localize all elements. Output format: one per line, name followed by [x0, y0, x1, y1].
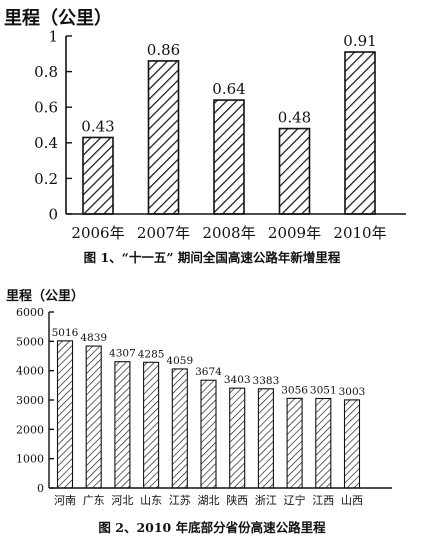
chart2-x-tick-label: 浙江: [255, 494, 277, 507]
chart2-x-tick-label: 湖北: [198, 494, 220, 507]
chart2-value-label: 4307: [109, 348, 136, 360]
chart1-y-tick-label: 1: [48, 27, 58, 45]
chart1-x-tick-label: 2006年: [71, 224, 124, 242]
chart2-bar: [200, 379, 217, 489]
chart2-y-tick-label: 0: [37, 482, 44, 495]
chart2-value-label: 3403: [224, 374, 251, 386]
chart2-y-tick-label: 2000: [16, 423, 44, 436]
chart2-y-tick-label: 1000: [16, 453, 44, 466]
chart2-x-tick-label: 陕西: [226, 493, 248, 507]
chart1-y-axis-label: 里程（公里）: [4, 8, 112, 29]
chart1-bar: [213, 99, 245, 215]
chart2-value-label: 4285: [138, 348, 165, 360]
chart1-x-tick-label: 2010年: [333, 224, 386, 242]
chart2-y-tick-label: 6000: [16, 306, 44, 319]
chart2-y-axis-label: 里程（公里）: [6, 288, 84, 304]
chart2-caption: 图 2、2010 年底部分省份高速公路里程: [98, 520, 326, 535]
chart2-bar: [286, 397, 303, 489]
chart2-value-label: 4839: [80, 332, 107, 344]
chart1-x-tick-label: 2007年: [137, 224, 190, 242]
chart2-y-tick-label: 3000: [16, 394, 44, 407]
chart2-y-tick-label: 4000: [16, 365, 44, 378]
chart-annual-new-mileage: 里程（公里） 00.20.40.60.81 0.430.860.640.480.…: [4, 8, 406, 265]
chart2-bar: [343, 399, 361, 489]
chart2-bar: [171, 368, 188, 489]
chart1-bars: [82, 51, 376, 215]
chart2-x-tick-label: 山东: [140, 494, 162, 507]
chart1-bar: [344, 51, 376, 215]
chart2-bar: [114, 361, 131, 489]
chart2-bars: [56, 340, 361, 489]
chart2-value-label: 3051: [310, 385, 337, 397]
chart2-x-tick-label: 江苏: [169, 494, 191, 507]
chart2-value-label: 3674: [195, 366, 222, 378]
chart1-value-label: 0.91: [343, 32, 376, 50]
chart2-bar: [85, 345, 102, 489]
chart2-bar: [143, 361, 160, 489]
chart2-x-tick-label: 山西: [341, 494, 363, 507]
chart2-value-label: 3056: [281, 384, 308, 396]
chart1-caption: 图 1、“十一五” 期间全国高速公路年新增里程: [84, 250, 341, 265]
chart1-value-label: 0.48: [278, 109, 311, 127]
chart2-bar: [315, 397, 332, 489]
chart1-value-labels: 0.43 0.86 0.64 0.48 0.91: [81, 32, 376, 135]
chart1-y-tick-label: 0: [48, 205, 58, 223]
chart2-value-label: 3003: [339, 386, 366, 398]
chart1-y-tick-label: 0.8: [34, 63, 58, 81]
chart-province-mileage-2010: 里程（公里） 0 1000 2000 3000 4000 5000 6000 5016 483…: [6, 288, 392, 535]
chart1-x-tick-label: 2009年: [268, 224, 321, 242]
chart1-y-tick-label: 0.4: [34, 134, 58, 152]
chart2-y-tick-label: 5000: [16, 335, 44, 348]
chart2-x-tick-label: 广东: [83, 494, 105, 507]
chart2-x-tick-label: 河南: [54, 494, 76, 507]
chart2-value-label: 3383: [253, 375, 280, 387]
chart2-value-label: 5016: [52, 327, 79, 339]
chart2-x-tick-label: 江西: [312, 494, 334, 507]
chart2-value-label: 4059: [166, 355, 193, 367]
chart1-x-labels: 2006年 2007年 2008年 2009年 2010年: [71, 224, 386, 242]
chart2-bar: [229, 387, 246, 489]
chart1-y-tick-label: 0.6: [34, 99, 58, 117]
chart1-bar: [82, 136, 114, 215]
chart1-bar: [147, 60, 180, 215]
chart1-bar: [278, 127, 311, 215]
chart2-bar: [56, 340, 74, 489]
chart2-x-tick-label: 河北: [111, 494, 133, 507]
chart1-y-ticks: 0 0.2 0.4 0.6 0.8 1: [34, 27, 72, 223]
chart1-value-label: 0.64: [212, 80, 245, 98]
chart1-y-tick-label: 0.2: [34, 170, 58, 188]
chart2-x-labels: 河南 广东 河北 山东 江苏 湖北 陕西 浙江 辽宁 江西 山西: [54, 493, 363, 507]
chart2-x-tick-label: 辽宁: [284, 493, 306, 507]
chart1-value-label: 0.43: [81, 117, 114, 135]
chart1-x-tick-label: 2008年: [202, 224, 255, 242]
chart1-value-label: 0.86: [147, 41, 180, 59]
chart2-y-ticks: 0 1000 2000 3000 4000 5000 6000: [16, 306, 54, 495]
chart2-bar: [257, 388, 274, 489]
